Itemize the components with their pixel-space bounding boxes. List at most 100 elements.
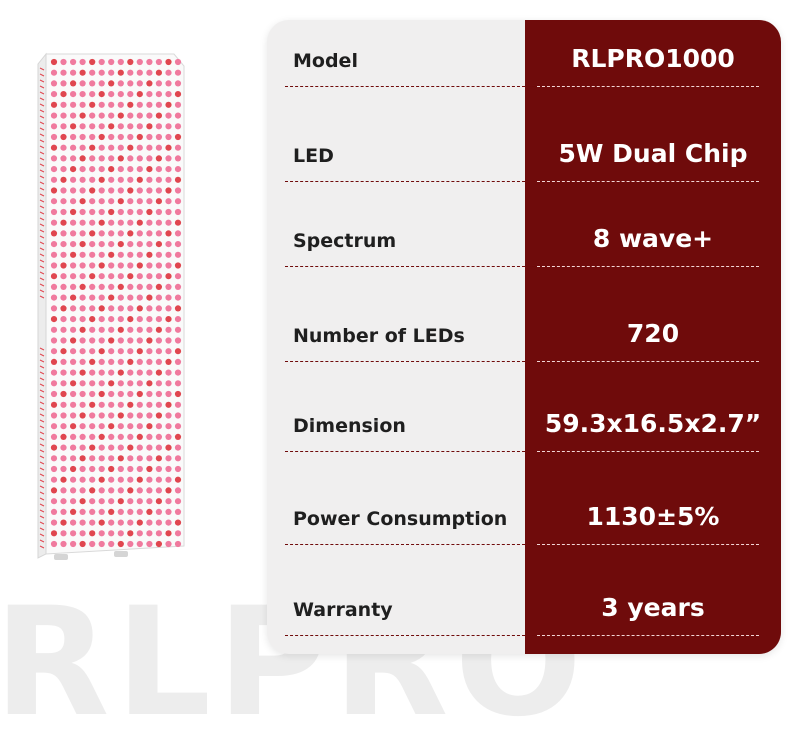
led-dot (165, 144, 172, 151)
row-divider (537, 544, 759, 545)
spec-value: 1130±5% (586, 502, 720, 531)
side-tick (39, 127, 45, 131)
led-dot (70, 155, 77, 162)
led-dot (146, 390, 153, 398)
led-dot (70, 144, 77, 151)
led-dot (136, 487, 143, 494)
led-dot (50, 465, 58, 473)
led-dot (146, 487, 153, 494)
led-dot (136, 166, 143, 173)
led-dot (127, 283, 134, 290)
led-dot (98, 326, 105, 333)
led-dot (174, 187, 182, 194)
led-dot (127, 305, 134, 312)
led-dot (174, 433, 182, 440)
led-dot (127, 101, 134, 108)
led-dot (50, 455, 58, 462)
led-dot (127, 262, 134, 269)
spec-row-power-consumption: Power Consumption 1130±5% (267, 496, 781, 556)
led-dot (155, 176, 162, 183)
side-tick (39, 265, 45, 269)
led-dot (89, 316, 96, 323)
led-dot (136, 508, 143, 515)
led-dot (50, 273, 58, 280)
led-dot (165, 369, 172, 376)
led-dot (117, 176, 124, 183)
led-dot (127, 444, 134, 451)
led-dot (136, 176, 143, 183)
led-dot (79, 390, 86, 398)
led-dot (127, 358, 134, 365)
led-dot (79, 166, 86, 173)
led-dot (146, 176, 153, 183)
led-dot (60, 358, 67, 365)
led-dot (155, 305, 162, 312)
led-dot (136, 144, 143, 151)
led-dot (108, 540, 115, 548)
led-dot (98, 91, 105, 98)
led-dot (174, 519, 182, 526)
led-dot (127, 487, 134, 494)
led-dot (50, 80, 58, 87)
side-tick (39, 295, 45, 299)
led-dot (79, 58, 86, 66)
row-divider (537, 266, 759, 267)
led-dot (89, 401, 96, 408)
led-dot (127, 508, 134, 515)
led-dot (70, 519, 77, 526)
led-dot (89, 337, 96, 344)
led-dot (117, 80, 124, 87)
led-dot (108, 508, 115, 515)
led-dot (98, 337, 105, 344)
side-tick (39, 383, 45, 387)
led-dot (146, 530, 153, 537)
led-dot (117, 123, 124, 130)
led-dot (98, 433, 105, 440)
led-dot (146, 337, 153, 344)
led-dot (117, 219, 124, 226)
led-dot (117, 487, 124, 494)
led-dot (155, 112, 162, 119)
led-dot (174, 476, 182, 483)
led-dot (146, 283, 153, 290)
led-dot (79, 241, 86, 248)
led-dot (89, 348, 96, 355)
row-divider (285, 451, 525, 452)
led-dot (117, 155, 124, 162)
led-dot (174, 273, 182, 280)
led-dot (155, 187, 162, 194)
led-dot (70, 176, 77, 183)
side-tick (39, 229, 45, 233)
led-dot (60, 219, 67, 226)
led-dot (108, 80, 115, 87)
led-dot (98, 455, 105, 462)
led-dot (98, 133, 105, 141)
led-dot (108, 123, 115, 130)
led-dot (174, 465, 182, 473)
led-dot (79, 283, 86, 290)
side-tick (39, 133, 45, 137)
led-dot (136, 283, 143, 290)
led-dot (70, 273, 77, 280)
led-dot (155, 444, 162, 451)
side-tick (39, 395, 45, 399)
led-dot (165, 455, 172, 462)
led-dot (89, 508, 96, 515)
side-tick (39, 145, 45, 149)
led-dot (50, 305, 58, 312)
side-tick (39, 199, 45, 203)
led-dot (50, 337, 58, 344)
led-dot (146, 358, 153, 365)
led-dot (155, 123, 162, 130)
led-dot (117, 390, 124, 398)
led-dot (155, 230, 162, 237)
led-dot (50, 498, 58, 505)
led-dot (89, 91, 96, 98)
led-dot (146, 230, 153, 237)
led-dot (174, 540, 182, 548)
led-dot (79, 91, 86, 98)
led-dot (70, 112, 77, 119)
led-dot (127, 348, 134, 355)
side-tick (39, 97, 45, 101)
side-tick (39, 413, 45, 417)
